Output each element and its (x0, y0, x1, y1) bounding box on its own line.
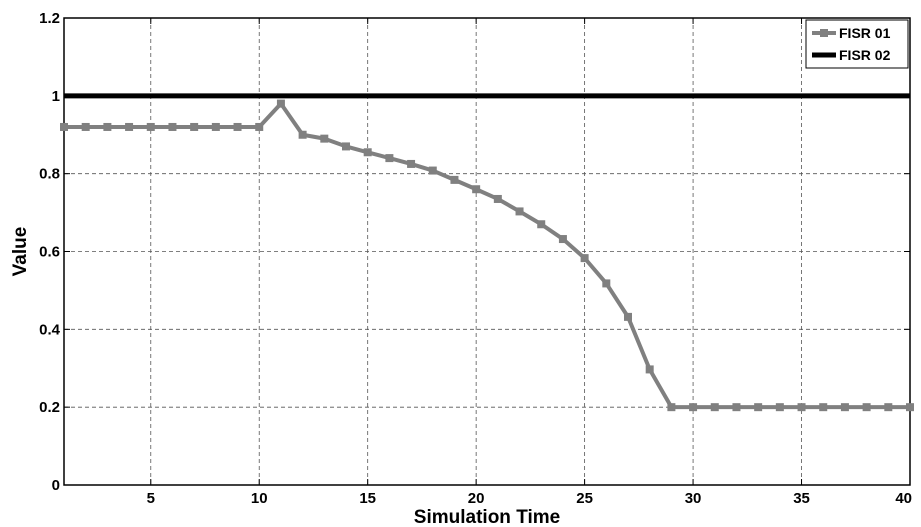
y-tick-label: 0 (52, 477, 60, 494)
data-point-fisr-01 (580, 254, 589, 263)
data-point-fisr-01 (342, 142, 350, 151)
data-point-fisr-01 (775, 403, 784, 412)
data-point-fisr-01 (558, 235, 567, 244)
y-tick-label: 0.6 (39, 244, 60, 261)
data-point-fisr-01 (667, 403, 676, 412)
data-point-fisr-01 (385, 154, 394, 163)
x-tick-label: 25 (576, 490, 593, 507)
data-point-fisr-01 (320, 134, 329, 143)
x-tick-label: 10 (251, 490, 268, 507)
data-point-fisr-01 (298, 130, 307, 139)
x-tick-label: 35 (793, 490, 810, 507)
legend-marker-fisr-01 (820, 29, 828, 37)
data-point-fisr-01 (732, 403, 741, 412)
axis-ticks: 0 0.2 0.4 0.6 0.8 1 1.2 5 10 15 20 25 30 35 40 (39, 10, 912, 507)
data-point-fisr-01 (233, 122, 242, 131)
x-tick-label: 40 (895, 490, 912, 507)
x-tick-label: 15 (359, 490, 376, 507)
x-axis-label: Simulation Time (414, 507, 560, 527)
data-point-fisr-01 (645, 365, 654, 374)
data-point-fisr-01 (754, 403, 763, 412)
y-tick-label: 0.4 (39, 321, 61, 338)
y-tick-label: 1.2 (39, 10, 60, 27)
data-point-fisr-01 (60, 122, 68, 131)
data-point-fisr-01 (689, 403, 698, 412)
data-point-fisr-01 (840, 403, 849, 412)
data-point-fisr-01 (624, 312, 632, 321)
data-point-fisr-01 (81, 122, 90, 131)
y-tick-label: 0.2 (39, 399, 60, 416)
data-point-fisr-01 (255, 122, 264, 131)
legend: FISR 01 FISR 02 (805, 19, 909, 69)
x-tick-label: 5 (147, 490, 155, 507)
grid (64, 18, 910, 485)
data-point-fisr-01 (602, 279, 611, 288)
legend-label-fisr-02: FISR 02 (839, 47, 891, 63)
data-point-fisr-01 (428, 166, 437, 175)
y-tick-label: 1 (52, 88, 60, 105)
data-point-fisr-01 (797, 403, 806, 412)
data-point-fisr-01 (710, 403, 719, 412)
legend-label-fisr-01: FISR 01 (839, 25, 891, 41)
data-point-fisr-01 (906, 403, 914, 412)
data-point-fisr-01 (493, 194, 502, 203)
data-point-fisr-01 (450, 175, 459, 184)
series-layer (60, 93, 914, 412)
x-tick-label: 30 (685, 490, 702, 507)
data-point-fisr-01 (884, 403, 893, 412)
data-point-fisr-01 (407, 159, 416, 168)
data-point-fisr-01 (472, 185, 481, 194)
series-line-fisr-01 (64, 101, 910, 410)
data-point-fisr-01 (211, 122, 220, 131)
data-point-fisr-01 (168, 122, 177, 131)
data-point-fisr-01 (103, 122, 112, 131)
legend-box (805, 19, 909, 69)
y-tick-label: 0.8 (39, 166, 60, 183)
data-point-fisr-01 (537, 220, 546, 229)
data-point-fisr-01 (515, 207, 524, 216)
data-point-fisr-01 (363, 148, 372, 157)
data-point-fisr-01 (190, 122, 199, 131)
data-point-fisr-01 (125, 122, 134, 131)
x-tick-label: 20 (468, 490, 485, 507)
y-axis-label: Value (10, 227, 31, 277)
data-point-fisr-01 (862, 403, 871, 412)
data-point-fisr-01 (146, 122, 155, 131)
data-point-fisr-01 (276, 99, 285, 108)
data-point-fisr-01 (819, 403, 828, 412)
